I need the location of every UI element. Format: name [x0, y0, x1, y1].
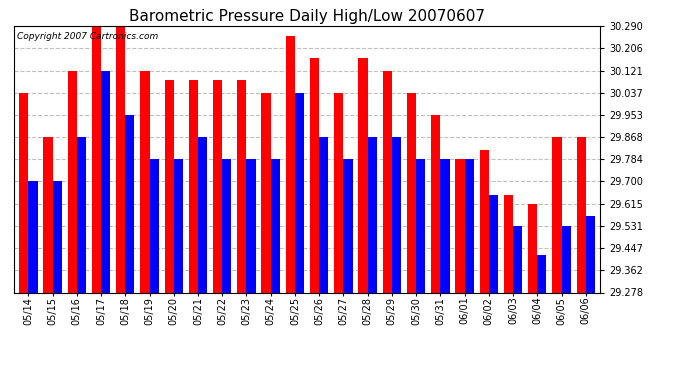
Bar — [513, 226, 522, 292]
Bar — [116, 26, 126, 292]
Bar — [246, 159, 256, 292]
Title: Barometric Pressure Daily High/Low 20070607: Barometric Pressure Daily High/Low 20070… — [129, 9, 485, 24]
Bar — [358, 58, 368, 292]
Bar — [52, 182, 62, 292]
Bar — [334, 93, 344, 292]
Bar — [43, 137, 52, 292]
Bar — [150, 159, 159, 292]
Bar — [455, 159, 464, 292]
Bar — [68, 71, 77, 292]
Bar — [189, 81, 198, 292]
Bar — [270, 159, 280, 292]
Bar — [392, 137, 401, 292]
Bar — [28, 182, 37, 292]
Bar — [431, 115, 440, 292]
Bar — [164, 81, 174, 292]
Text: Copyright 2007 Cartronics.com: Copyright 2007 Cartronics.com — [17, 32, 158, 40]
Bar — [464, 159, 474, 292]
Bar — [577, 137, 586, 292]
Bar — [310, 58, 319, 292]
Bar — [552, 137, 562, 292]
Bar — [174, 159, 183, 292]
Bar — [126, 115, 135, 292]
Bar — [295, 93, 304, 292]
Bar — [262, 93, 270, 292]
Bar — [562, 226, 571, 292]
Bar — [237, 81, 246, 292]
Bar — [92, 26, 101, 292]
Bar — [368, 137, 377, 292]
Bar — [286, 36, 295, 292]
Bar — [101, 71, 110, 292]
Bar — [19, 93, 28, 292]
Bar — [528, 204, 538, 292]
Bar — [416, 159, 425, 292]
Bar — [319, 137, 328, 292]
Bar — [489, 195, 498, 292]
Bar — [77, 137, 86, 292]
Bar — [222, 159, 231, 292]
Bar — [440, 159, 450, 292]
Bar — [198, 137, 207, 292]
Bar — [504, 195, 513, 292]
Bar — [383, 71, 392, 292]
Bar — [480, 150, 489, 292]
Bar — [213, 81, 222, 292]
Bar — [140, 71, 150, 292]
Bar — [538, 255, 546, 292]
Bar — [586, 216, 595, 292]
Bar — [407, 93, 416, 292]
Bar — [344, 159, 353, 292]
